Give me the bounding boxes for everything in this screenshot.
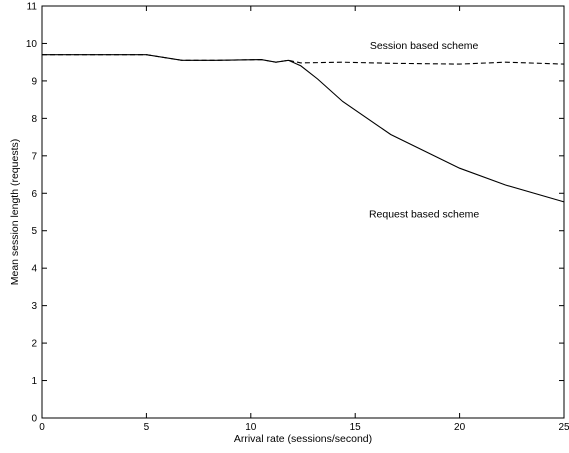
- y-tick-label: 6: [31, 189, 37, 200]
- x-tick-label: 25: [558, 422, 569, 433]
- y-tick-label: 7: [31, 151, 37, 162]
- series-line-session-based-scheme: [42, 55, 564, 64]
- y-tick-label: 3: [31, 301, 37, 312]
- series-annotation: Request based scheme: [369, 209, 479, 221]
- y-tick-label: 11: [27, 2, 38, 13]
- y-tick-label: 5: [31, 226, 37, 237]
- x-axis-ticks: 0 5 10 15 20 25: [39, 6, 569, 433]
- x-tick-label: 20: [454, 422, 466, 433]
- series-annotation: Session based scheme: [370, 40, 479, 52]
- y-tick-label: 10: [26, 39, 38, 50]
- x-tick-label: 0: [39, 422, 45, 433]
- x-tick-label: 10: [245, 422, 257, 433]
- y-axis-ticks: 0 1 2 3 4 5 6 7 8 9 10 11: [26, 2, 564, 425]
- x-axis-label: Arrival rate (sessions/second): [234, 433, 372, 445]
- series-line-request-based-scheme: [42, 55, 564, 202]
- y-tick-label: 0: [31, 414, 37, 425]
- y-tick-label: 8: [31, 114, 37, 125]
- y-tick-label: 1: [31, 376, 37, 387]
- y-axis-label: Mean session length (requests): [9, 139, 21, 286]
- series-layer: [42, 55, 564, 202]
- y-tick-label: 2: [31, 339, 37, 350]
- y-tick-label: 4: [31, 264, 37, 275]
- x-tick-label: 5: [144, 422, 150, 433]
- x-tick-label: 15: [350, 422, 362, 433]
- y-tick-label: 9: [31, 76, 37, 87]
